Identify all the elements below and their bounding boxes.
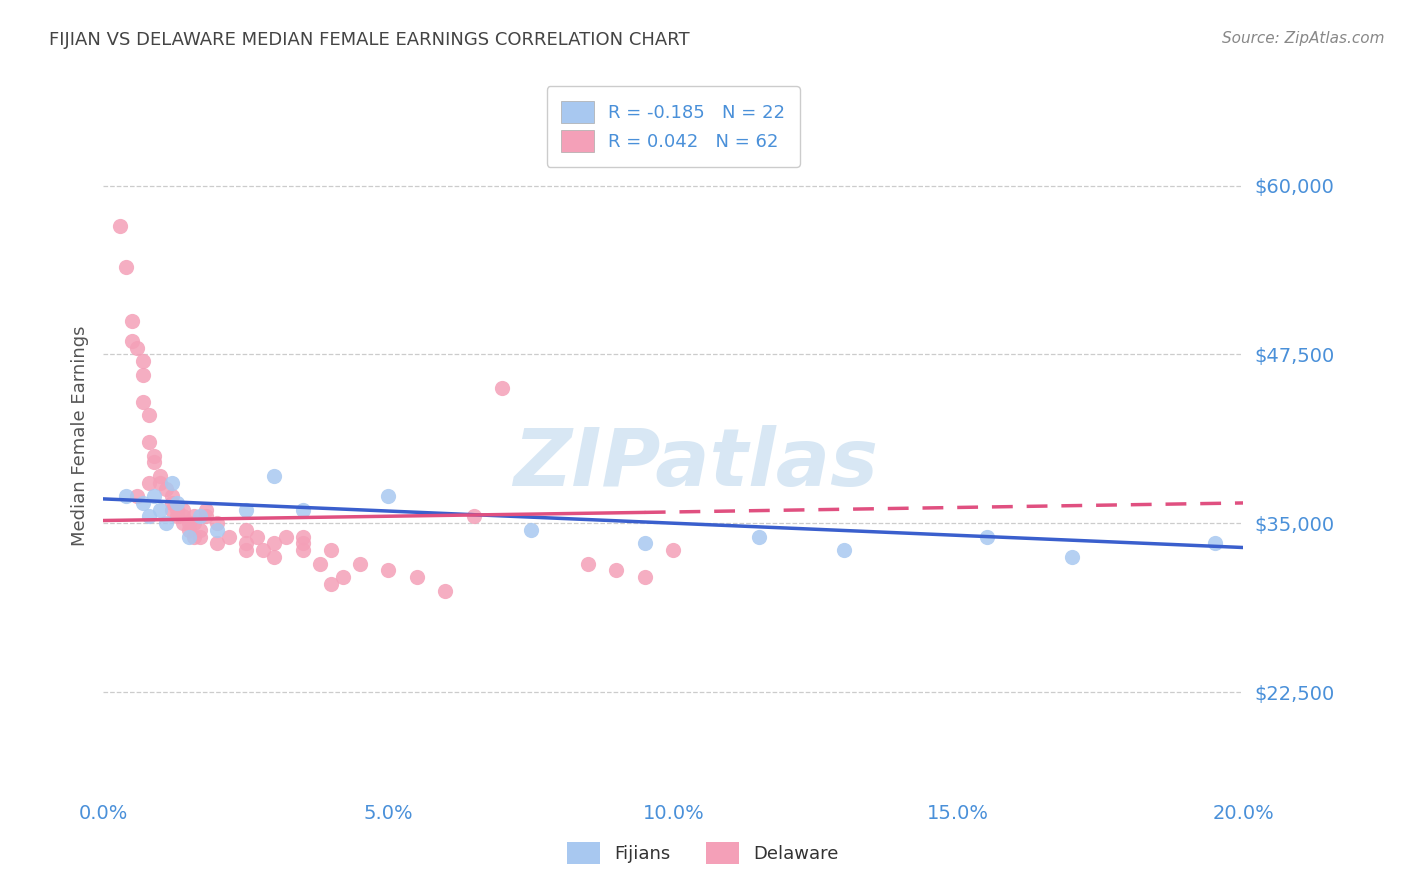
Point — [188, 530, 211, 544]
Point — [321, 577, 343, 591]
Point — [183, 516, 205, 531]
Point — [194, 509, 217, 524]
Point — [463, 509, 485, 524]
Point — [143, 489, 166, 503]
Point — [177, 523, 200, 537]
Point — [1204, 536, 1226, 550]
Point — [634, 570, 657, 584]
Point — [132, 354, 155, 368]
Text: Source: ZipAtlas.com: Source: ZipAtlas.com — [1222, 31, 1385, 46]
Point — [405, 570, 427, 584]
Point — [218, 530, 240, 544]
Point — [166, 509, 188, 524]
Point — [349, 557, 371, 571]
Point — [194, 502, 217, 516]
Point — [662, 543, 685, 558]
Point — [377, 489, 399, 503]
Point — [252, 543, 274, 558]
Point — [205, 516, 228, 531]
Point — [634, 536, 657, 550]
Point — [834, 543, 856, 558]
Legend: R = -0.185   N = 22, R = 0.042   N = 62: R = -0.185 N = 22, R = 0.042 N = 62 — [547, 87, 800, 167]
Point — [291, 530, 314, 544]
Point — [291, 502, 314, 516]
Point — [576, 557, 599, 571]
Point — [138, 408, 160, 422]
Point — [115, 260, 138, 274]
Point — [177, 516, 200, 531]
Point — [263, 469, 285, 483]
Point — [149, 502, 172, 516]
Point — [155, 516, 177, 531]
Point — [115, 489, 138, 503]
Point — [172, 509, 194, 524]
Point — [121, 334, 143, 348]
Point — [605, 564, 627, 578]
Point — [132, 496, 155, 510]
Point — [138, 509, 160, 524]
Point — [205, 523, 228, 537]
Text: ZIPatlas: ZIPatlas — [513, 425, 879, 503]
Point — [183, 509, 205, 524]
Point — [172, 502, 194, 516]
Point — [160, 475, 183, 490]
Point — [188, 523, 211, 537]
Point — [177, 530, 200, 544]
Point — [138, 475, 160, 490]
Legend: Fijians, Delaware: Fijians, Delaware — [553, 828, 853, 879]
Y-axis label: Median Female Earnings: Median Female Earnings — [72, 326, 89, 546]
Point — [377, 564, 399, 578]
Point — [188, 509, 211, 524]
Point — [121, 313, 143, 327]
Point — [291, 536, 314, 550]
Point — [321, 543, 343, 558]
Point — [132, 368, 155, 382]
Point — [332, 570, 354, 584]
Point — [166, 496, 188, 510]
Point — [235, 523, 257, 537]
Point — [166, 502, 188, 516]
Point — [976, 530, 998, 544]
Point — [235, 536, 257, 550]
Point — [205, 536, 228, 550]
Point — [138, 435, 160, 450]
Point — [132, 394, 155, 409]
Point — [235, 502, 257, 516]
Point — [748, 530, 770, 544]
Point — [160, 502, 183, 516]
Point — [308, 557, 330, 571]
Point — [127, 341, 149, 355]
Point — [291, 543, 314, 558]
Point — [183, 530, 205, 544]
Point — [127, 489, 149, 503]
Point — [434, 583, 457, 598]
Point — [491, 381, 513, 395]
Point — [160, 489, 183, 503]
Point — [235, 543, 257, 558]
Point — [155, 483, 177, 497]
Point — [246, 530, 269, 544]
Point — [149, 469, 172, 483]
Point — [143, 449, 166, 463]
Point — [1062, 549, 1084, 564]
Point — [263, 549, 285, 564]
Text: FIJIAN VS DELAWARE MEDIAN FEMALE EARNINGS CORRELATION CHART: FIJIAN VS DELAWARE MEDIAN FEMALE EARNING… — [49, 31, 690, 49]
Point — [143, 455, 166, 469]
Point — [172, 516, 194, 531]
Point — [274, 530, 297, 544]
Point — [519, 523, 541, 537]
Point — [263, 536, 285, 550]
Point — [149, 475, 172, 490]
Point — [110, 219, 132, 233]
Point — [160, 496, 183, 510]
